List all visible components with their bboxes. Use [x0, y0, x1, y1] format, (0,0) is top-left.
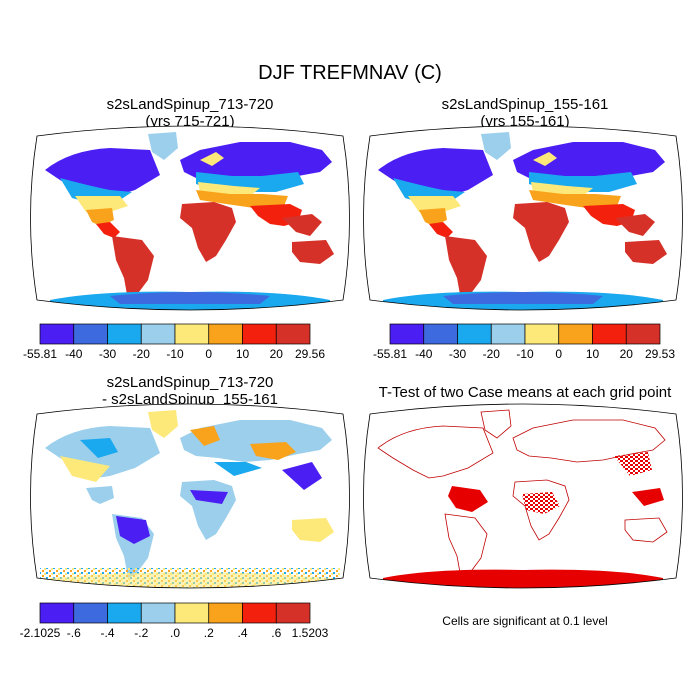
- panel1-colorbar-box-1: [73, 323, 108, 345]
- panel1-colorbar-label-6: 10: [236, 347, 250, 361]
- panel1-colorbar-label-2: -30: [99, 347, 117, 361]
- panel1-colorbar-box-4: [174, 323, 210, 345]
- panel1-colorbar-label-0: -55.81: [23, 347, 57, 361]
- panel2-colorbar-label-6: 10: [586, 347, 600, 361]
- panel4-sig-antarctica: [383, 569, 663, 588]
- panel3-colorbar-label-5: .2: [204, 626, 214, 640]
- panel2-colorbar-label-3: -20: [483, 347, 501, 361]
- panel1-map: [30, 126, 350, 310]
- panel3-colorbar-box-0: [39, 602, 75, 624]
- panel3-colorbar-label-2: -.4: [100, 626, 114, 640]
- panel3-colorbar-label-7: .6: [271, 626, 281, 640]
- panel3-title: s2sLandSpinup_713-720 - s2sLandSpinup_15…: [30, 374, 350, 408]
- panel3-map: [30, 404, 350, 588]
- panel2-title-line1: s2sLandSpinup_155-161: [441, 96, 609, 113]
- panel3-colorbar-box-1: [73, 602, 108, 624]
- panel2-colorbar-box-0: [389, 323, 425, 345]
- panel1-colorbar-label-8: 29.56: [295, 347, 325, 361]
- panel4-map: [363, 404, 683, 588]
- panel3-colorbar-label-3: -.2: [134, 626, 148, 640]
- panel2-colorbar-label-1: -40: [415, 347, 433, 361]
- panel2-frame: [363, 125, 683, 311]
- panel3-colorbar-box-7: [275, 602, 311, 624]
- panel4-sig-amazon: [448, 486, 488, 512]
- significance-note: Cells are significant at 0.1 level: [442, 614, 608, 628]
- panel4-frame: [363, 403, 683, 589]
- panel3-colorbar-box-6: [242, 602, 277, 624]
- panel4-sig-africa: [522, 492, 560, 514]
- panel2-colorbar-label-5: 0: [555, 347, 562, 361]
- panel2-colorbar-box-2: [457, 323, 492, 345]
- panel4-sig-indonesia: [632, 488, 664, 506]
- panel1-colorbar-box-0: [39, 323, 75, 345]
- panel2-colorbar-box-3: [490, 323, 526, 345]
- panel1-colorbar-box-6: [242, 323, 277, 345]
- panel1-colorbar-box-5: [208, 323, 243, 345]
- panel2-map: [363, 126, 683, 310]
- panel2-title-line2: (yrs 155-161): [480, 113, 570, 130]
- panel1-colorbar-label-3: -20: [133, 347, 151, 361]
- panel1-title-line1: s2sLandSpinup_713-720: [106, 96, 274, 113]
- panel3-colorbar-label-4: .0: [170, 626, 180, 640]
- panel1-title: s2sLandSpinup_713-720 (yrs 715-721): [30, 96, 350, 130]
- colorbars: -55.81 -40 -30 -20 -10 0 10 20 29.56 -55.81 -40 -30…: [20, 323, 675, 640]
- panel2-colorbar-box-7: [625, 323, 661, 345]
- figure-title: DJF TREFMNAV (C): [258, 62, 442, 84]
- panel1-colorbar-label-1: -40: [65, 347, 83, 361]
- panel1-colorbar-label-4: -10: [166, 347, 184, 361]
- panel2-colorbar-label-7: 20: [620, 347, 634, 361]
- panel2-colorbar-box-6: [592, 323, 627, 345]
- panel1-colorbar-label-7: 20: [270, 347, 284, 361]
- panel3-colorbar-label-6: .4: [237, 626, 247, 640]
- panel2-colorbar-box-5: [558, 323, 593, 345]
- panel3-colorbar-label-0: -2.1025: [20, 626, 61, 640]
- panel1-colorbar-label-5: 0: [205, 347, 212, 361]
- panel2-colorbar-label-0: -55.81: [373, 347, 407, 361]
- panel3-colorbar-box-3: [140, 602, 176, 624]
- panel4-title: T-Test of two Case means at each grid po…: [378, 384, 672, 401]
- panel3-colorbar-label-1: -.6: [67, 626, 81, 640]
- panel1-frame: [30, 125, 350, 311]
- panel2-colorbar-label-4: -10: [516, 347, 534, 361]
- panel2-colorbar-label-8: 29.53: [645, 347, 675, 361]
- panel3-colorbar-box-5: [208, 602, 243, 624]
- panel3-frame: [30, 403, 350, 589]
- panel3-title-line2: - s2sLandSpinup_155-161: [102, 391, 278, 408]
- panel2-colorbar-label-2: -30: [449, 347, 467, 361]
- panel1-colorbar-box-3: [140, 323, 176, 345]
- panel3-colorbar-box-2: [107, 602, 142, 624]
- panel2-colorbar-box-1: [423, 323, 458, 345]
- panel2-colorbar-box-4: [524, 323, 560, 345]
- panel3-colorbar-label-8: 1.5203: [292, 626, 329, 640]
- panel4-sig-asia: [614, 452, 652, 476]
- panel3-colorbar-box-4: [174, 602, 210, 624]
- panel2-title: s2sLandSpinup_155-161 (yrs 155-161): [365, 96, 685, 130]
- panel3-title-line1: s2sLandSpinup_713-720: [106, 374, 274, 391]
- panel1-title-line2: (yrs 715-721): [145, 113, 235, 130]
- panel1-colorbar-box-7: [275, 323, 311, 345]
- panel1-colorbar-box-2: [107, 323, 142, 345]
